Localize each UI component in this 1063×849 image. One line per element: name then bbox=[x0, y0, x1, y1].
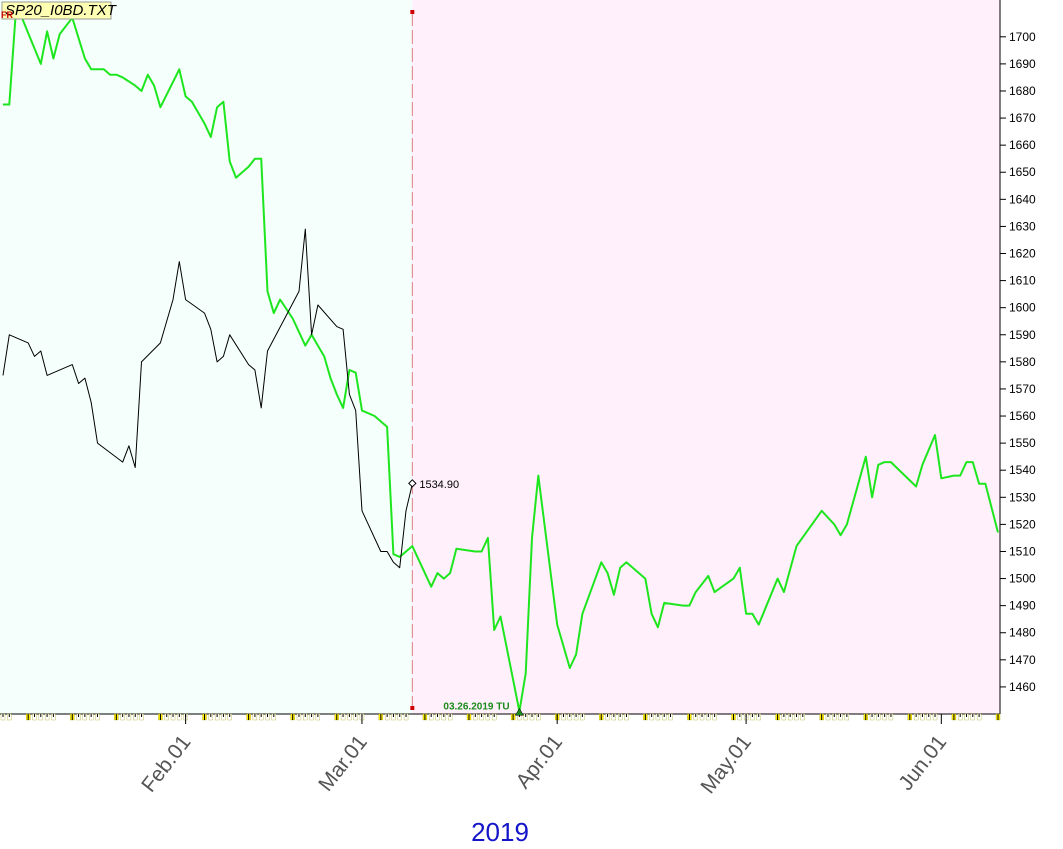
y-tick-label: 1570 bbox=[1009, 382, 1036, 396]
x-tick-label: May.01 bbox=[696, 731, 756, 798]
y-tick-label: 1560 bbox=[1009, 409, 1036, 423]
y-tick-label: 1550 bbox=[1009, 436, 1036, 450]
y-tick-label: 1670 bbox=[1009, 111, 1036, 125]
x-tick-label: Apr.01 bbox=[512, 731, 568, 793]
min-marker bbox=[514, 707, 524, 716]
series-layer bbox=[2, 14, 999, 713]
x-tick-label: Mar.01 bbox=[314, 731, 372, 796]
y-tick-label: 1460 bbox=[1009, 680, 1036, 694]
forecast-region bbox=[412, 0, 1000, 714]
forecast-line bbox=[3, 14, 999, 713]
x-tick-label: Jun.01 bbox=[894, 731, 951, 795]
y-tick-label: 1620 bbox=[1009, 247, 1036, 261]
y-tick-label: 1700 bbox=[1009, 30, 1036, 44]
x-axis-ticks: Feb.01 Mar.01 Apr.01 May.01 Jun.01 bbox=[0, 713, 1001, 798]
min-date-label: 03.26.2019 TU bbox=[443, 701, 509, 712]
x-tick-label: Feb.01 bbox=[137, 731, 195, 797]
year-label: 2019 bbox=[471, 817, 529, 847]
y-tick-label: 1690 bbox=[1009, 57, 1036, 71]
y-tick-label: 1580 bbox=[1009, 355, 1036, 369]
y-tick-label: 1630 bbox=[1009, 219, 1036, 233]
y-tick-label: 1600 bbox=[1009, 301, 1036, 315]
y-axis-ticks: 1460 1470 1480 1490 1500 1510 1520 1530 1540 1550… bbox=[1000, 30, 1036, 694]
y-tick-label: 1500 bbox=[1009, 572, 1036, 586]
last-price-marker bbox=[408, 479, 417, 488]
y-tick-label: 1530 bbox=[1009, 490, 1036, 504]
y-tick-label: 1590 bbox=[1009, 328, 1036, 342]
file-label-box[interactable]: SP20_I0BD.TXT bbox=[1, 1, 118, 20]
divider-bottom-marker bbox=[410, 706, 415, 710]
y-tick-label: 1510 bbox=[1009, 544, 1036, 558]
past-region bbox=[0, 0, 413, 714]
marker-tag: FR bbox=[1, 10, 13, 20]
y-tick-label: 1640 bbox=[1009, 192, 1036, 206]
y-tick-label: 1680 bbox=[1009, 84, 1036, 98]
y-tick-label: 1610 bbox=[1009, 274, 1036, 288]
y-tick-label: 1650 bbox=[1009, 165, 1036, 179]
file-name-label: SP20_I0BD.TXT bbox=[5, 2, 118, 19]
y-tick-label: 1480 bbox=[1009, 626, 1036, 640]
y-tick-label: 1490 bbox=[1009, 599, 1036, 613]
divider-top-marker bbox=[410, 10, 415, 14]
price-line bbox=[2, 228, 413, 569]
y-tick-label: 1540 bbox=[1009, 463, 1036, 477]
y-tick-label: 1470 bbox=[1009, 653, 1036, 667]
y-tick-label: 1660 bbox=[1009, 138, 1036, 152]
last-price-label: 1534.90 bbox=[419, 479, 459, 491]
y-tick-label: 1520 bbox=[1009, 517, 1036, 531]
